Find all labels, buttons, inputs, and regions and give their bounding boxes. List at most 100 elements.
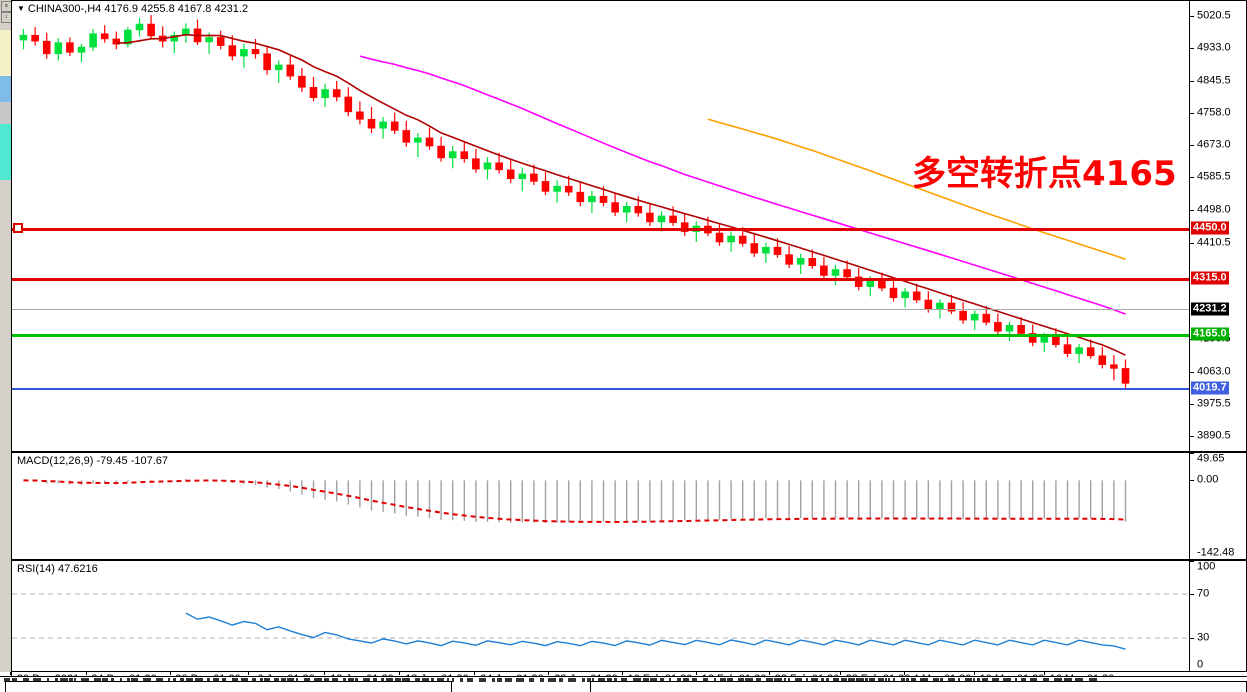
taskbar-window-1[interactable] <box>5 681 452 692</box>
rsi-plot-area[interactable] <box>12 561 1189 671</box>
pivot-4019-chip[interactable]: 4019.7 <box>1191 381 1229 395</box>
time-tick <box>10 672 11 675</box>
taskbar-noise-tick <box>992 678 999 682</box>
taskbar-noise-tick <box>4 678 10 682</box>
taskbar-noise-tick <box>264 678 270 682</box>
taskbar-noise-tick <box>437 678 444 682</box>
macd-tick <box>1190 559 1194 560</box>
taskbar-noise-tick <box>940 678 943 682</box>
taskbar-noise-tick <box>660 678 664 682</box>
price-tick-label: 4585.5 <box>1197 170 1231 183</box>
current-price-4231-chip[interactable]: 4231.2 <box>1191 302 1229 316</box>
support-4165-chip[interactable]: 4165.0 <box>1191 327 1229 341</box>
taskbar-noise-tick <box>788 678 790 682</box>
candlestick-series <box>19 15 1130 388</box>
price-tick <box>1190 80 1194 82</box>
taskbar-noise-tick <box>324 678 329 682</box>
taskbar-noise-tick <box>47 678 49 682</box>
resistance-4315-chip[interactable]: 4315.0 <box>1191 271 1229 285</box>
macd-pane[interactable]: MACD(12,26,9) -79.45 -107.67 49.65 0.00 -1… <box>11 452 1247 560</box>
rsi-tick <box>1190 594 1194 595</box>
taskbar-noise-tick <box>598 678 605 682</box>
chart-annotation-text: 多空转折点4165 <box>912 154 1177 194</box>
taskbar-noise-tick <box>332 678 338 682</box>
taskbar-noise-tick <box>893 678 895 682</box>
time-tick <box>769 672 770 675</box>
rsi-tick <box>1190 671 1194 672</box>
taskbar-noise-tick <box>127 678 130 682</box>
rail-swatch-2 <box>0 76 11 102</box>
taskbar-noise-tick <box>33 678 41 682</box>
rail-swatch-1 <box>0 30 11 76</box>
taskbar-noise-tick <box>756 678 761 682</box>
taskbar-noise-tick <box>422 678 429 682</box>
taskbar-noise-tick <box>614 678 617 682</box>
taskbar-noise-tick <box>186 678 193 682</box>
resistance-4450-chip[interactable]: 4450.0 <box>1191 221 1229 235</box>
ma-mid-line <box>359 55 1126 315</box>
taskbar-noise-tick <box>1054 678 1062 682</box>
time-tick <box>974 672 975 675</box>
taskbar-noise-tick <box>173 678 176 682</box>
macd-axis[interactable]: 49.65 0.00 -142.48 <box>1189 453 1246 560</box>
taskbar-noise-tick <box>1021 678 1026 682</box>
taskbar-noise-tick <box>973 678 975 682</box>
macd-tick <box>1190 453 1194 454</box>
taskbar-noise-tick <box>766 678 773 682</box>
taskbar-noise-tick <box>833 678 839 682</box>
pivot-4019-line[interactable] <box>12 387 1189 390</box>
taskbar-noise-tick <box>314 678 322 682</box>
price-tick <box>1190 404 1194 406</box>
taskbar-noise-tick <box>343 678 346 682</box>
macd-plot-area[interactable] <box>12 453 1189 559</box>
price-chart-pane[interactable]: ▼ CHINA300-,H4 4176.9 4255.8 4167.8 4231.… <box>11 0 1247 452</box>
taskbar-noise-tick <box>540 678 544 682</box>
taskbar-noise-tick <box>643 678 649 682</box>
taskbar-noise-tick <box>460 678 463 682</box>
resistance-4450-line[interactable] <box>12 227 1189 231</box>
taskbar-window-2[interactable] <box>590 681 1247 692</box>
current-price-4231-line[interactable] <box>12 309 1189 311</box>
taskbar-noise-tick <box>497 678 502 682</box>
taskbar-noise-tick <box>94 678 101 682</box>
taskbar-noise-tick <box>232 678 238 682</box>
price-tick <box>1190 177 1194 179</box>
triangle-down-icon[interactable]: ▼ <box>17 4 25 14</box>
taskbar-noise-tick <box>738 678 744 682</box>
price-plot-area[interactable] <box>12 1 1189 451</box>
taskbar-noise-tick <box>304 678 310 682</box>
taskbar-noise-tick <box>714 678 716 682</box>
taskbar-noise-tick <box>74 678 76 682</box>
taskbar-noise-tick <box>23 678 29 682</box>
support-4165-line[interactable] <box>12 333 1189 337</box>
taskbar-noise-tick <box>669 678 671 682</box>
taskbar-noise-tick <box>911 678 916 682</box>
taskbar-noise-tick <box>865 678 868 682</box>
rsi-pane[interactable]: RSI(14) 47.6216 100 70 30 0 <box>11 560 1247 672</box>
taskbar-noise-tick <box>252 678 256 682</box>
taskbar-noise-tick <box>784 678 786 682</box>
price-tick-label: 4933.0 <box>1197 41 1231 54</box>
taskbar-noise-tick <box>811 678 818 682</box>
taskbar-noise-tick <box>1089 678 1097 682</box>
candle-bodies <box>19 15 1130 388</box>
taskbar-noise-tick <box>386 678 393 682</box>
taskbar-noise-tick <box>856 678 864 682</box>
rsi-axis[interactable]: 100 70 30 0 <box>1189 561 1246 672</box>
taskbar-noise-tick <box>505 678 512 682</box>
taskbar-noise-tick <box>452 678 454 682</box>
price-tick <box>1190 113 1194 115</box>
price-tick <box>1190 371 1194 373</box>
taskbar-noise-tick <box>650 678 657 682</box>
taskbar-noise-tick <box>222 678 226 682</box>
price-tick-label: 3890.5 <box>1197 429 1231 442</box>
ma-slow-line <box>707 118 1126 261</box>
resistance-4315-line[interactable] <box>12 278 1189 282</box>
rail-swatch-4 <box>0 124 11 152</box>
resistance-4450-handle[interactable] <box>13 222 23 233</box>
macd-series <box>23 479 1127 524</box>
price-axis[interactable]: 5020.5 4933.0 4845.5 4758.0 4673.0 4585.5 4498… <box>1189 1 1246 451</box>
taskbar-noise-tick <box>982 678 988 682</box>
price-tick <box>1190 435 1194 437</box>
time-tick <box>1044 672 1045 675</box>
